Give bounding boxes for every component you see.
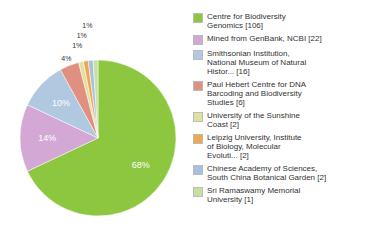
html-text:University of the Sunshine: University of the Sunshine [207,111,300,120]
html-text:National Museum of Natural: National Museum of Natural [207,58,307,67]
html-text:Coast [2]: Coast [2] [207,120,239,129]
svg-text:68%: 68% [132,160,150,170]
html-text:Chinese Academy of Sciences,: Chinese Academy of Sciences, [207,164,318,173]
html-text:Smithsonian Institution,: Smithsonian Institution, [207,49,290,58]
svg-text:10%: 10% [52,98,70,108]
html-text:Paul Hebert Centre for DNA: Paul Hebert Centre for DNA [207,80,307,89]
html-text:Mined from GenBank, NCBI [22]: Mined from GenBank, NCBI [22] [207,34,322,43]
html-text:University [1]: University [1] [207,195,254,204]
svg-text:4%: 4% [61,55,71,62]
html-text:Barcoding and Biodiversity: Barcoding and Biodiversity [207,89,302,98]
svg-text:1%: 1% [72,42,82,49]
svg-text:14%: 14% [38,133,56,143]
html-text:Centre for Biodiversity: Centre for Biodiversity [207,12,286,21]
html-text:South China Botanical Garden [: South China Botanical Garden [2] [207,173,327,182]
html-text:Leipzig University, Institute: Leipzig University, Institute [207,133,302,142]
html-text:Sri Ramaswamy Memorial: Sri Ramaswamy Memorial [207,186,301,195]
html-text:Studies [6]: Studies [6] [207,98,245,107]
html-text:Genomics [106]: Genomics [106] [207,21,263,30]
html-text:Histor... [16]: Histor... [16] [207,67,250,76]
html-text:of Biology, Molecular: of Biology, Molecular [207,142,281,151]
html-text:Evoluti... [2]: Evoluti... [2] [207,151,249,160]
svg-text:1%: 1% [77,32,87,39]
svg-text:1%: 1% [82,22,92,29]
